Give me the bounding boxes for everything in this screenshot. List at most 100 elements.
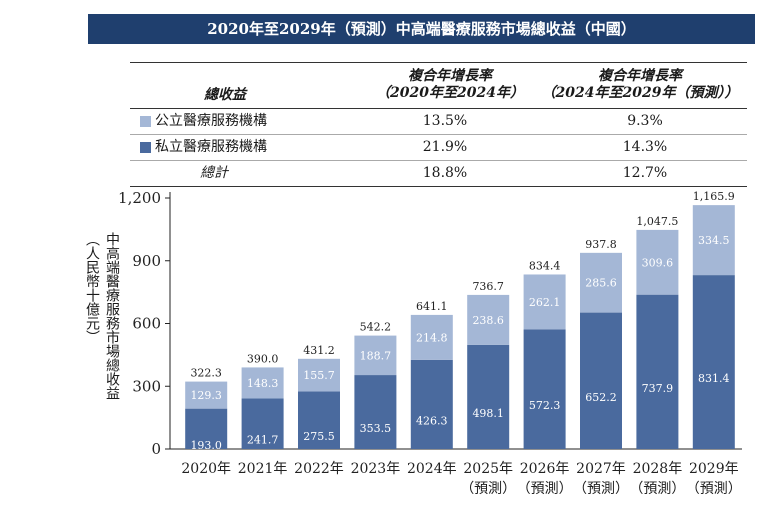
data-label-private: 426.3 <box>416 414 448 427</box>
x-tick-sublabel: （預測） <box>573 481 629 497</box>
bar-public <box>523 274 566 330</box>
x-tick-sublabel: （預測） <box>686 481 742 497</box>
table-row-total-label: 總計 <box>200 161 228 185</box>
data-label-public: 334.5 <box>698 234 730 247</box>
bar-private <box>410 359 453 449</box>
row-label: 私立醫療服務機構 <box>155 139 267 155</box>
data-label-total: 431.2 <box>303 344 335 357</box>
bar-public <box>241 367 284 399</box>
x-tick-sublabel: （預測） <box>629 481 685 497</box>
y-tick-label: 900 <box>132 252 161 270</box>
bar-private <box>523 329 566 449</box>
y-axis-label-line2: （人民幣十億元） <box>84 232 100 344</box>
data-label-public: 129.3 <box>190 389 222 402</box>
x-tick-label: 2020年 <box>181 461 231 477</box>
header-cagr-title: 複合年增長率 <box>598 68 682 84</box>
data-label-total: 937.8 <box>585 238 617 251</box>
data-label-public: 188.7 <box>360 349 392 362</box>
chart-title: 2020年至2029年（預測）中高端醫療服務市場總收益（中國） <box>88 14 755 44</box>
data-label-private: 241.7 <box>247 434 279 447</box>
header-cagr-title: 複合年增長率 <box>408 68 492 84</box>
y-tick-label: 0 <box>151 440 161 458</box>
data-label-public: 148.3 <box>247 377 279 390</box>
bar-private <box>241 398 284 449</box>
data-label-private: 831.4 <box>698 372 730 385</box>
header-cagr-period: （2020年至2024年） <box>376 85 524 101</box>
bar-private <box>354 375 397 449</box>
y-tick-label: 600 <box>132 315 161 333</box>
data-label-private: 572.3 <box>529 399 561 412</box>
bar-private <box>580 312 622 449</box>
bar-public <box>410 314 453 360</box>
table-cell-private-cagr2: 14.3% <box>622 139 668 155</box>
table-rule-header <box>130 108 747 109</box>
bar-public <box>298 358 340 392</box>
data-label-total: 834.4 <box>529 259 561 272</box>
data-label-total: 542.2 <box>360 321 392 334</box>
row-label: 公立醫療服務機構 <box>155 113 267 129</box>
header-cagr-2024-2029: 複合年增長率 （2024年至2029年（預測）） <box>530 68 750 102</box>
x-tick-label: 2026年 <box>520 461 570 477</box>
legend-swatch-private <box>140 141 151 153</box>
x-tick-sublabel: （預測） <box>517 481 573 497</box>
data-label-public: 238.6 <box>472 314 504 327</box>
legend-swatch-public <box>140 115 151 127</box>
bar-public <box>692 205 735 276</box>
data-label-total: 322.3 <box>190 367 222 380</box>
bar-public <box>580 252 622 313</box>
data-label-private: 652.2 <box>585 391 617 404</box>
bar-public <box>467 294 510 345</box>
data-label-total: 736.7 <box>472 280 504 293</box>
bar-public <box>636 229 679 295</box>
bar-private <box>636 294 679 449</box>
data-label-total: 641.1 <box>416 300 448 313</box>
y-axis-label-line1: 中高端醫療服務市場總收益 <box>104 232 120 400</box>
data-label-public: 214.8 <box>416 331 448 344</box>
table-row-private-label: 私立醫療服務機構 <box>140 135 267 159</box>
table-rule-top <box>130 62 747 63</box>
data-label-private: 353.5 <box>360 422 392 435</box>
data-label-public: 309.6 <box>642 256 674 269</box>
x-tick-sublabel: （預測） <box>460 481 516 497</box>
data-label-total: 1,165.9 <box>693 190 735 203</box>
x-tick-label: 2029年 <box>689 461 739 477</box>
header-cagr-period: （2024年至2029年（預測）） <box>541 85 739 101</box>
table-rule-row <box>130 134 747 135</box>
data-label-total: 1,047.5 <box>636 215 678 228</box>
data-label-public: 285.6 <box>585 277 617 290</box>
x-tick-label: 2028年 <box>633 461 683 477</box>
bar-private <box>298 391 340 449</box>
table-cell-total-cagr1: 18.8% <box>422 165 468 181</box>
table-cell-private-cagr1: 21.9% <box>422 139 468 155</box>
data-label-private: 193.0 <box>190 439 222 452</box>
header-total-revenue: 總收益 <box>204 87 246 103</box>
bar-private <box>467 344 510 449</box>
x-tick-label: 2024年 <box>407 461 457 477</box>
data-label-public: 155.7 <box>303 369 335 382</box>
bar-private <box>692 275 735 449</box>
x-tick-label: 2022年 <box>294 461 344 477</box>
table-cell-total-cagr2: 12.7% <box>622 165 668 181</box>
y-axis-label: 中高端醫療服務市場總收益 （人民幣十億元） <box>76 232 122 400</box>
bar-public <box>354 335 397 376</box>
table-cell-public-cagr1: 13.5% <box>422 113 468 129</box>
header-cagr-2020-2024: 複合年增長率 （2020年至2024年） <box>355 68 545 102</box>
x-tick-label: 2027年 <box>576 461 626 477</box>
data-label-private: 737.9 <box>642 382 674 395</box>
data-label-total: 390.0 <box>247 352 279 365</box>
row-label: 總計 <box>200 165 228 181</box>
x-tick-label: 2025年 <box>463 461 513 477</box>
y-tick-label: 300 <box>132 377 161 395</box>
table-row-public-label: 公立醫療服務機構 <box>140 109 267 133</box>
table-cell-public-cagr2: 9.3% <box>627 113 663 129</box>
data-label-private: 275.5 <box>303 430 335 443</box>
y-tick-label: 1,200 <box>118 189 161 207</box>
bar-private <box>185 408 228 449</box>
table-rule-row <box>130 160 747 161</box>
data-label-public: 262.1 <box>529 296 561 309</box>
bar-public <box>185 381 228 409</box>
data-label-private: 498.1 <box>472 407 504 420</box>
table-rule-bottom <box>130 186 747 187</box>
x-tick-label: 2021年 <box>238 461 288 477</box>
